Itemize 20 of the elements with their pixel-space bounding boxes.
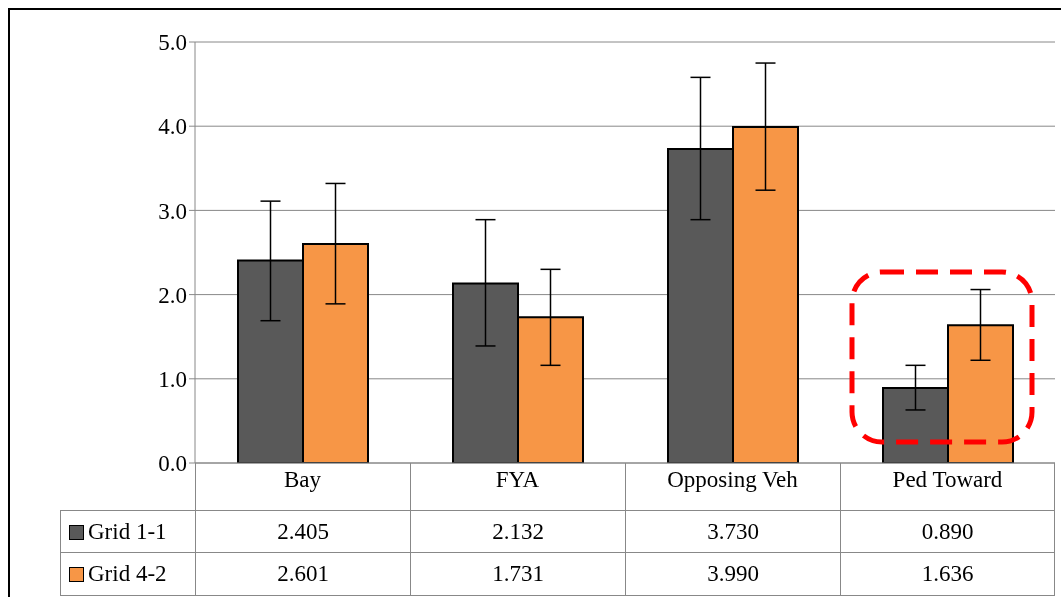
y-tick-label: 2.0 xyxy=(158,282,187,308)
data-label: 2.405 xyxy=(195,511,410,553)
legend-label: Grid 4-2 xyxy=(88,561,167,587)
data-label: 2.601 xyxy=(195,553,410,595)
x-tick-label: Opposing Veh xyxy=(667,467,799,493)
y-tick-label: 4.0 xyxy=(158,114,187,140)
data-label: 1.636 xyxy=(840,553,1055,595)
data-label: 2.132 xyxy=(410,511,625,553)
x-tick-label: Ped Toward xyxy=(892,467,1003,493)
data-label: 1.731 xyxy=(410,553,625,595)
y-tick-label: 1.0 xyxy=(158,366,187,392)
data-label: 0.890 xyxy=(840,511,1055,553)
y-tick-label: 0.0 xyxy=(158,451,187,477)
y-tick-label: 3.0 xyxy=(158,198,187,224)
data-label: 3.990 xyxy=(625,553,840,595)
x-tick-label: Bay xyxy=(283,467,322,493)
x-tick-label: FYA xyxy=(495,467,540,493)
data-label: 3.730 xyxy=(625,511,840,553)
y-tick-label: 5.0 xyxy=(158,30,187,56)
legend-label: Grid 1-1 xyxy=(88,519,167,545)
